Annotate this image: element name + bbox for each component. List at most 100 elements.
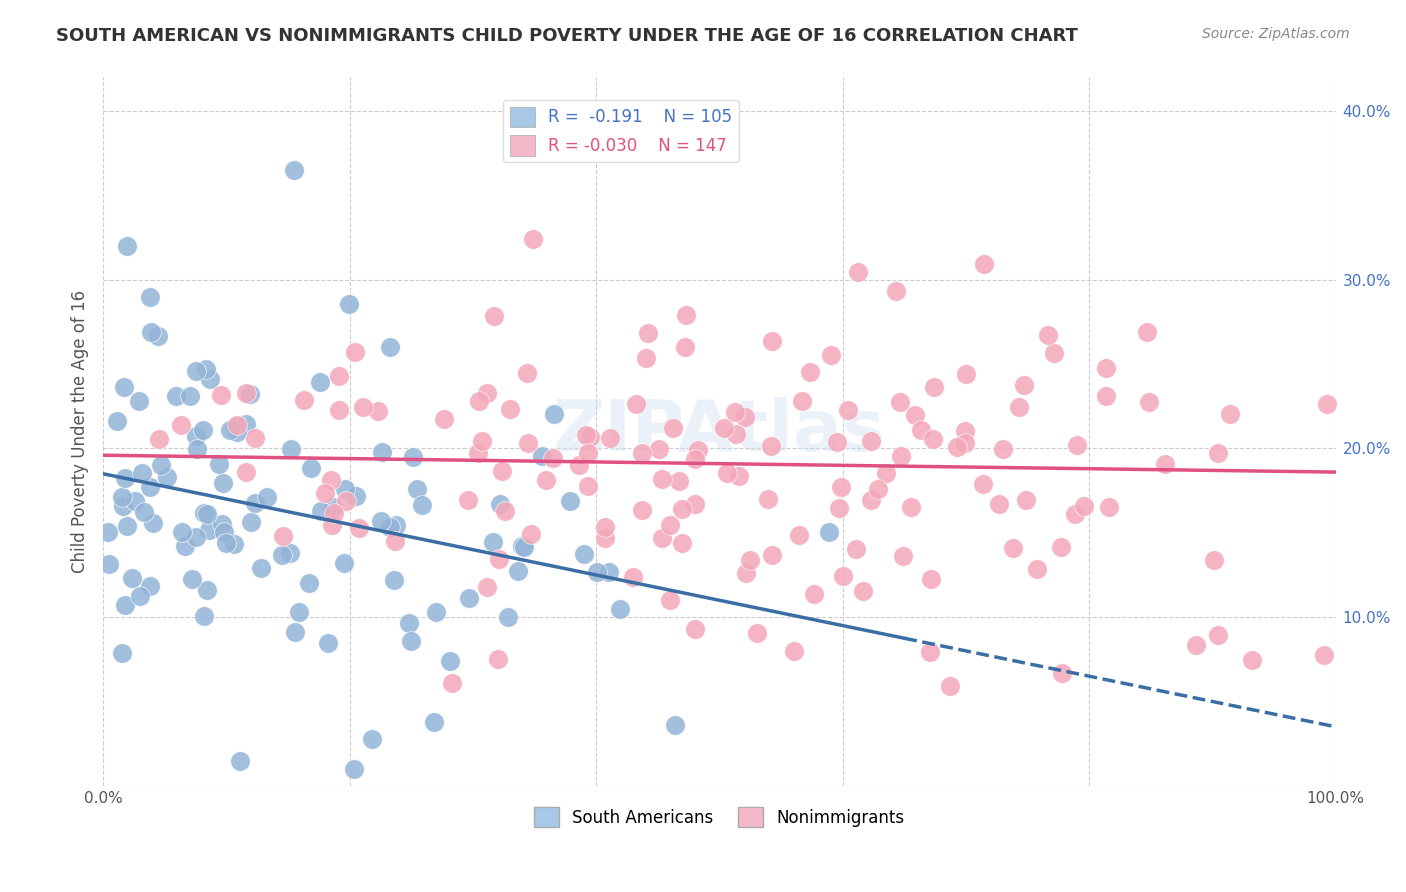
Nonimmigrants <box>740 553 762 567</box>
South Americans <box>115 518 138 533</box>
Nonimmigrants <box>636 351 658 365</box>
South Americans <box>343 762 366 776</box>
South Americans <box>572 547 595 561</box>
Nonimmigrants <box>668 474 690 488</box>
Nonimmigrants <box>323 506 346 520</box>
Nonimmigrants <box>488 551 510 566</box>
South Americans <box>332 556 354 570</box>
Nonimmigrants <box>724 426 747 441</box>
Nonimmigrants <box>441 676 464 690</box>
Nonimmigrants <box>1042 346 1064 360</box>
Nonimmigrants <box>534 473 557 487</box>
Nonimmigrants <box>271 528 294 542</box>
Nonimmigrants <box>471 434 494 448</box>
Nonimmigrants <box>1025 562 1047 576</box>
Nonimmigrants <box>910 423 932 437</box>
South Americans <box>198 372 221 386</box>
Nonimmigrants <box>522 232 544 246</box>
Nonimmigrants <box>735 566 758 581</box>
South Americans <box>609 602 631 616</box>
Nonimmigrants <box>832 569 855 583</box>
South Americans <box>370 514 392 528</box>
South Americans <box>280 546 302 560</box>
Nonimmigrants <box>724 405 747 419</box>
Text: Source: ZipAtlas.com: Source: ZipAtlas.com <box>1202 27 1350 41</box>
Nonimmigrants <box>328 369 350 384</box>
Nonimmigrants <box>1219 407 1241 421</box>
Nonimmigrants <box>578 430 600 444</box>
Nonimmigrants <box>1095 360 1118 375</box>
Nonimmigrants <box>1206 627 1229 641</box>
South Americans <box>215 536 238 550</box>
Nonimmigrants <box>494 504 516 518</box>
South Americans <box>411 498 433 512</box>
Nonimmigrants <box>756 492 779 507</box>
Nonimmigrants <box>457 492 479 507</box>
South Americans <box>172 525 194 540</box>
South Americans <box>380 520 402 534</box>
South Americans <box>510 539 533 553</box>
South Americans <box>124 494 146 508</box>
South Americans <box>385 518 408 533</box>
Nonimmigrants <box>889 395 911 409</box>
South Americans <box>132 505 155 519</box>
Nonimmigrants <box>662 421 685 435</box>
Nonimmigrants <box>468 393 491 408</box>
Nonimmigrants <box>1050 665 1073 680</box>
Nonimmigrants <box>673 340 696 354</box>
South Americans <box>228 754 250 768</box>
Nonimmigrants <box>335 493 357 508</box>
South Americans <box>128 394 150 409</box>
Nonimmigrants <box>637 326 659 341</box>
Text: ZIPAtlas: ZIPAtlas <box>553 397 886 467</box>
Nonimmigrants <box>243 431 266 445</box>
Nonimmigrants <box>1095 389 1118 403</box>
South Americans <box>148 329 170 343</box>
Nonimmigrants <box>747 626 769 640</box>
South Americans <box>211 475 233 490</box>
South Americans <box>240 516 263 530</box>
Nonimmigrants <box>852 583 875 598</box>
Nonimmigrants <box>972 477 994 491</box>
Nonimmigrants <box>352 400 374 414</box>
Nonimmigrants <box>541 450 564 465</box>
Nonimmigrants <box>820 348 842 362</box>
South Americans <box>271 549 294 563</box>
South Americans <box>186 530 208 544</box>
Nonimmigrants <box>922 379 945 393</box>
South Americans <box>115 239 138 253</box>
South Americans <box>457 591 479 606</box>
Nonimmigrants <box>170 418 193 433</box>
South Americans <box>193 506 215 520</box>
South Americans <box>243 496 266 510</box>
South Americans <box>280 442 302 457</box>
South Americans <box>150 458 173 472</box>
South Americans <box>180 572 202 586</box>
Nonimmigrants <box>1206 446 1229 460</box>
Nonimmigrants <box>727 469 749 483</box>
Nonimmigrants <box>1012 378 1035 392</box>
South Americans <box>239 387 262 401</box>
Nonimmigrants <box>904 408 927 422</box>
Nonimmigrants <box>482 309 505 323</box>
South Americans <box>138 290 160 304</box>
Nonimmigrants <box>225 417 247 432</box>
Nonimmigrants <box>321 517 343 532</box>
Nonimmigrants <box>1098 500 1121 514</box>
South Americans <box>360 732 382 747</box>
Nonimmigrants <box>987 496 1010 510</box>
South Americans <box>344 489 367 503</box>
South Americans <box>335 482 357 496</box>
Nonimmigrants <box>651 473 673 487</box>
Nonimmigrants <box>659 518 682 533</box>
Nonimmigrants <box>343 344 366 359</box>
South Americans <box>406 482 429 496</box>
South Americans <box>131 466 153 480</box>
South Americans <box>382 573 405 587</box>
South Americans <box>489 497 512 511</box>
Nonimmigrants <box>1202 552 1225 566</box>
South Americans <box>179 388 201 402</box>
Nonimmigrants <box>688 442 710 457</box>
Nonimmigrants <box>837 402 859 417</box>
Nonimmigrants <box>1315 397 1337 411</box>
